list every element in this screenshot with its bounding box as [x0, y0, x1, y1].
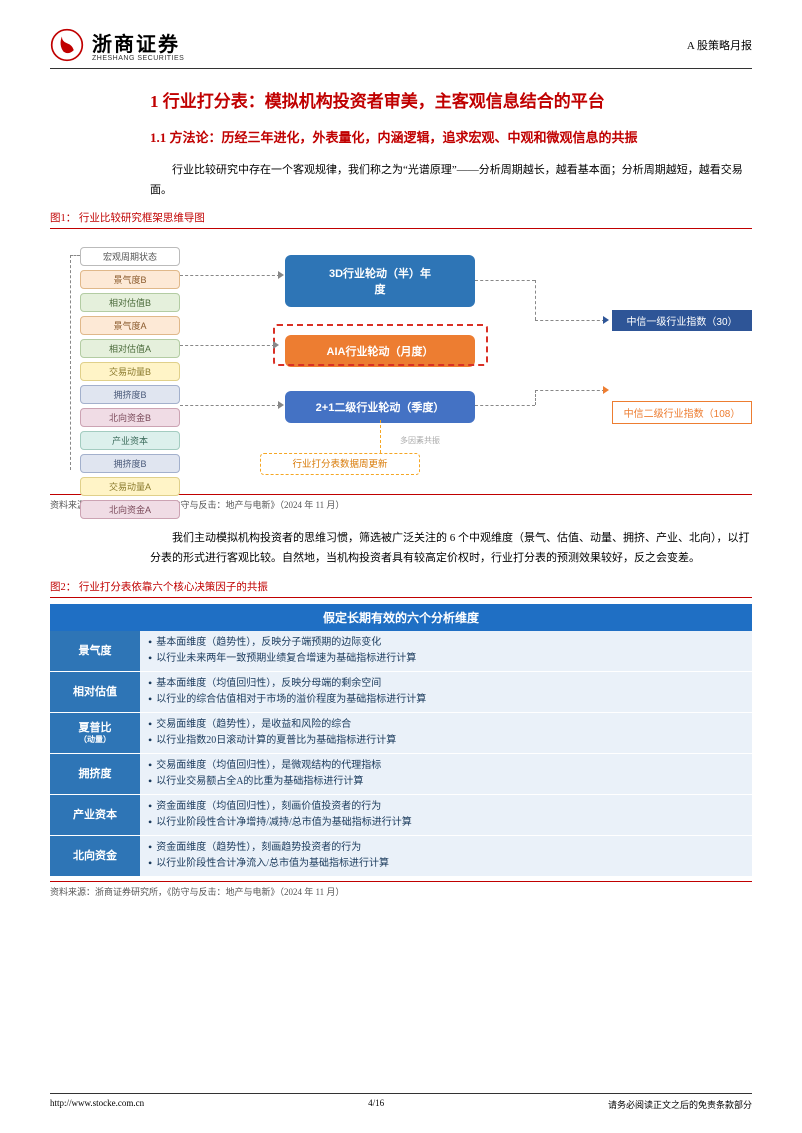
index-block: 中信二级行业指数（108） — [612, 401, 752, 424]
row-content: •交易面维度（趋势性），是收益和风险的综合•以行业指数20日滚动计算的夏普比为基… — [140, 713, 752, 753]
figure2-source: 资料来源：浙商证券研究所，《防守与反击：地产与电新》（2024 年 11 月） — [50, 881, 752, 898]
factor-tag: 产业资本 — [80, 431, 180, 450]
row-label: 景气度 — [50, 631, 140, 671]
company-name-en: ZHESHANG SECURITIES — [92, 55, 184, 62]
figure1-caption: 图1： 行业比较研究框架思维导图 — [50, 210, 752, 229]
footer-disclaimer: 请务必阅读正文之后的免责条款部分 — [608, 1098, 752, 1111]
logo: 浙商证券 ZHESHANG SECURITIES — [50, 28, 184, 62]
table-row: 夏普比（动量）•交易面维度（趋势性），是收益和风险的综合•以行业指数20日滚动计… — [50, 713, 752, 754]
company-name-cn: 浙商证券 — [92, 28, 184, 57]
row-content: •资金面维度（均值回归性），刻画价值投资者的行为•以行业阶段性合计净增持/减持/… — [140, 795, 752, 835]
row-label: 拥挤度 — [50, 754, 140, 794]
index-blocks-column: 中信一级行业指数（30） 中信二级行业指数（108） — [612, 310, 752, 494]
row-content: •基本面维度（均值回归性），反映分母端的剩余空间•以行业的综合估值相对于市场的溢… — [140, 672, 752, 712]
factor-tag: 宏观周期状态 — [80, 247, 180, 266]
figure2-table: 假定长期有效的六个分析维度 景气度•基本面维度（趋势性），反映分子端预期的边际变… — [50, 604, 752, 877]
company-logo-icon — [50, 28, 84, 62]
footer-url: http://www.stocke.com.cn — [50, 1098, 144, 1111]
factor-tag: 拥挤度B — [80, 385, 180, 404]
subsection-title: 1.1 方法论：历经三年进化，外表量化，内涵逻辑，追求宏观、中观和微观信息的共振 — [150, 128, 752, 149]
section-title: 1 行业打分表：模拟机构投资者审美，主客观信息结合的平台 — [150, 87, 752, 112]
row-label: 北向资金 — [50, 836, 140, 876]
factor-tag: 相对估值B — [80, 293, 180, 312]
row-content: •资金面维度（趋势性），刻画趋势投资者的行为•以行业阶段性合计净流入/总市值为基… — [140, 836, 752, 876]
index-block: 中信一级行业指数（30） — [612, 310, 752, 331]
table-row: 产业资本•资金面维度（均值回归性），刻画价值投资者的行为•以行业阶段性合计净增持… — [50, 795, 752, 836]
row-content: •交易面维度（均值回归性），是微观结构的代理指标•以行业交易额占全A的比重为基础… — [140, 754, 752, 794]
factor-tag: 交易动量B — [80, 362, 180, 381]
paragraph-1: 行业比较研究中存在一个客观规律，我们称之为“光谱原理”——分析周期越长，越看基本… — [150, 161, 752, 201]
paragraph-2: 我们主动模拟机构投资者的思维习惯，筛选被广泛关注的 6 个中观维度（景气、估值、… — [150, 529, 752, 569]
factor-tag: 北向资金A — [80, 500, 180, 519]
table-row: 北向资金•资金面维度（趋势性），刻画趋势投资者的行为•以行业阶段性合计净流入/总… — [50, 836, 752, 877]
factor-tag: 交易动量A — [80, 477, 180, 496]
strategy-block: 3D行业轮动（半）年度 — [285, 255, 475, 307]
factor-tags-column: 宏观周期状态景气度B 相对估值B 景气度A 相对估值A 交易动量B 拥挤度B 北向资金B 产业… — [80, 247, 180, 523]
row-content: •基本面维度（趋势性），反映分子端预期的边际变化•以行业未来两年一致预期业绩复合… — [140, 631, 752, 671]
strategy-block: 2+1二级行业轮动（季度） — [285, 391, 475, 423]
table2-header: 假定长期有效的六个分析维度 — [50, 604, 752, 631]
row-label: 相对估值 — [50, 672, 140, 712]
page-footer: http://www.stocke.com.cn 4/16 请务必阅读正文之后的… — [50, 1093, 752, 1111]
factor-tag: 拥挤度B — [80, 454, 180, 473]
page-header: 浙商证券 ZHESHANG SECURITIES A 股策略月报 — [50, 28, 752, 69]
factor-tag: 相对估值A — [80, 339, 180, 358]
table2-body: 景气度•基本面维度（趋势性），反映分子端预期的边际变化•以行业未来两年一致预期业… — [50, 631, 752, 877]
document-type: A 股策略月报 — [687, 37, 752, 53]
factor-tag: 景气度A — [80, 316, 180, 335]
row-label: 夏普比（动量） — [50, 713, 140, 753]
table-row: 景气度•基本面维度（趋势性），反映分子端预期的边际变化•以行业未来两年一致预期业… — [50, 631, 752, 672]
diagram-note: 多因素共振 — [400, 435, 440, 446]
footer-page: 4/16 — [368, 1098, 384, 1111]
figure2-caption: 图2： 行业打分表依靠六个核心决策因子的共振 — [50, 579, 752, 598]
table-row: 相对估值•基本面维度（均值回归性），反映分母端的剩余空间•以行业的综合估值相对于… — [50, 672, 752, 713]
figure1-diagram: 宏观周期状态景气度B 相对估值B 景气度A 相对估值A 交易动量B 拥挤度B 北向资金B 产业… — [50, 235, 752, 490]
highlight-box — [273, 324, 488, 366]
table-row: 拥挤度•交易面维度（均值回归性），是微观结构的代理指标•以行业交易额占全A的比重… — [50, 754, 752, 795]
factor-tag: 北向资金B — [80, 408, 180, 427]
factor-tag: 景气度B — [80, 270, 180, 289]
update-note-block: 行业打分表数据周更新 — [260, 453, 420, 475]
row-label: 产业资本 — [50, 795, 140, 835]
